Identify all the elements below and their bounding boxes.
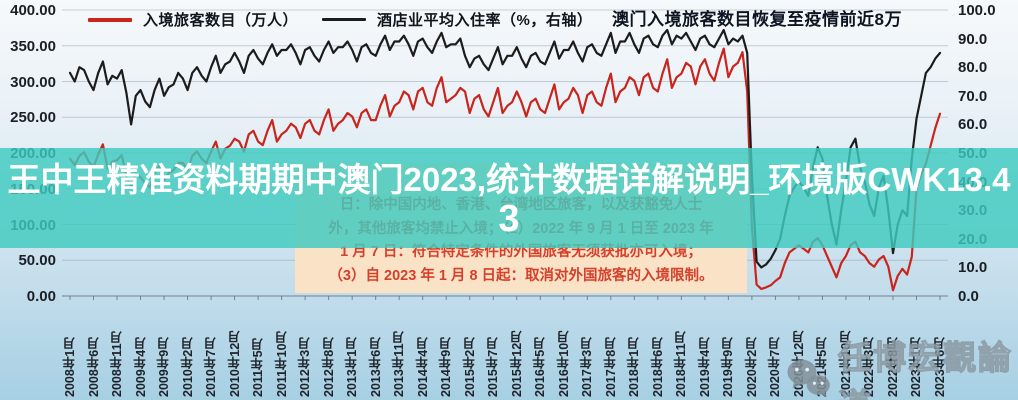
x-axis-tick-label: 2013年11月 <box>391 301 407 397</box>
x-axis-tick-label-text: 2015年2月 <box>462 337 477 397</box>
x-axis-tick-label: 2018年6月 <box>650 301 666 397</box>
x-axis-tick-label-text: 2018年6月 <box>650 337 665 397</box>
x-axis-tick-label: 2008年6月 <box>86 301 102 397</box>
x-axis-tick-label-text: 2020年2月 <box>744 337 759 397</box>
x-axis-tick-label-text: 2013年11月 <box>392 330 407 397</box>
left-axis-tick-label: 0.00 <box>26 288 56 305</box>
x-axis-tick-label: 2008年11月 <box>109 301 125 397</box>
x-axis-tick-label: 2020年7月 <box>767 301 783 397</box>
x-axis-tick-label-text: 2008年11月 <box>110 330 125 397</box>
x-axis-tick-label: 2016年5月 <box>532 301 548 397</box>
x-axis-tick-label: 2009年9月 <box>156 301 172 397</box>
x-axis-tick-label-text: 2015年12月 <box>509 330 524 397</box>
x-axis-tick-label-text: 2013年6月 <box>368 337 383 397</box>
x-axis-tick-label: 2018年1月 <box>626 301 642 397</box>
x-axis-tick-label: 2012年3月 <box>297 301 313 397</box>
x-axis-tick-label: 2017年3月 <box>579 301 595 397</box>
x-axis-tick-label-text: 2014年4月 <box>415 337 430 397</box>
x-axis-tick-label-text: 2008年1月 <box>63 337 77 397</box>
right-axis-tick-label: 0.0 <box>958 288 979 305</box>
x-axis-tick-label-text: 2012年3月 <box>298 337 313 397</box>
left-axis-tick-label: 300.00 <box>10 73 56 91</box>
legend-item-visitors: 入境旅客数目（万人） <box>88 9 298 30</box>
x-axis-tick-label: 2009年4月 <box>133 301 149 397</box>
right-axis-tick-label: 10.0 <box>958 259 988 277</box>
left-axis-tick-label: 250.00 <box>10 109 56 127</box>
x-axis-tick-label-text: 2010年7月 <box>204 337 219 397</box>
x-axis-tick-label: 2017年8月 <box>603 301 619 397</box>
x-axis-tick-label: 2014年9月 <box>438 301 454 397</box>
x-axis-tick-label-text: 2015年7月 <box>486 337 501 397</box>
x-axis-tick-label: 2011年10月 <box>274 301 290 397</box>
right-axis-tick-label: 60.0 <box>958 116 988 134</box>
left-axis-tick-label: 50.00 <box>18 252 56 270</box>
visitors-line-series <box>68 47 942 292</box>
legend: 入境旅客数目（万人） 酒店业平均入住率（%，右轴） <box>88 9 592 30</box>
x-axis-tick-label-text: 2016年10月 <box>556 330 571 397</box>
x-axis-tick-label-text: 2012年8月 <box>321 337 336 397</box>
x-axis-tick-label: 2016年10月 <box>556 301 572 397</box>
x-axis-tick-label-text: 2018年1月 <box>627 337 642 397</box>
logo-watermark: 任博宏觀論道 <box>784 331 1018 400</box>
legend-item-occupancy: 酒店业平均入住率（%，右轴） <box>322 9 592 30</box>
x-axis-tick-label-text: 2009年4月 <box>133 337 148 397</box>
x-axis-tick-label-text: 2014年9月 <box>439 337 454 397</box>
x-axis-tick-label: 2020年2月 <box>744 301 760 397</box>
x-axis-tick-label: 2019年9月 <box>720 301 736 397</box>
watermark-text-line2: 3 <box>498 198 520 240</box>
left-axis-tick-label: 350.00 <box>10 37 56 55</box>
x-axis-tick-label: 2013年6月 <box>368 301 384 397</box>
watermark-text-line1: 王中王精准资料期期中澳门2023,统计数据详解说明_环境版CWK13.4 <box>7 161 1011 198</box>
x-axis-tick-label: 2008年1月 <box>62 301 78 397</box>
watermark-band <box>0 148 1018 248</box>
x-axis-tick-label-text: 2010年2月 <box>180 337 195 397</box>
x-axis-tick-label: 2015年7月 <box>485 301 501 397</box>
chart-title: 澳门入境旅客数目恢复至疫情前近8万 <box>612 10 902 29</box>
left-axis-tick-label: 400.00 <box>10 2 56 19</box>
x-axis-tick-label: 2013年1月 <box>344 301 360 397</box>
right-axis-tick-label: 70.0 <box>958 87 988 105</box>
x-axis-tick-label-text: 2011年10月 <box>274 330 289 397</box>
legend-label-visitors: 入境旅客数目（万人） <box>143 12 299 29</box>
occupancy-line-swatch <box>322 18 367 21</box>
x-axis-tick-label-text: 2013年1月 <box>345 337 360 397</box>
right-axis-tick-label: 100.0 <box>958 2 996 19</box>
x-axis-tick-label-text: 2018年11月 <box>674 330 689 397</box>
legend-label-occupancy: 酒店业平均入住率（%，右轴） <box>377 12 593 29</box>
x-axis-tick-label-text: 2011年5月 <box>251 337 266 397</box>
visitors-line-swatch <box>88 17 132 22</box>
x-axis-tick-label-text: 2020年7月 <box>768 337 783 397</box>
annotation-line: 1 月 7 日：符合特定条件的外国旅客无须获批亦可入境； <box>340 244 702 260</box>
x-axis-tick-label-text: 2008年6月 <box>86 337 101 397</box>
x-axis-tick-label: 2012年8月 <box>321 301 337 397</box>
x-axis-tick-label-text: 2010年12月 <box>227 330 242 397</box>
x-axis-tick-label: 2018年11月 <box>673 301 689 397</box>
logo-watermark-text: 任博宏觀論道 <box>837 338 1013 400</box>
x-axis-tick-label: 2010年12月 <box>227 301 243 397</box>
x-axis-tick-label-text: 2009年9月 <box>157 337 172 397</box>
right-axis-tick-label: 80.0 <box>958 59 988 77</box>
x-axis-tick-label: 2010年2月 <box>180 301 196 397</box>
wechat-icon <box>787 359 830 397</box>
x-axis-tick-label: 2010年7月 <box>203 301 219 397</box>
x-axis-tick-label-text: 2019年9月 <box>721 337 736 397</box>
x-axis-tick-label-text: 2019年4月 <box>697 337 712 397</box>
x-axis-tick-label: 2015年2月 <box>462 301 478 397</box>
x-axis-tick-label: 2014年4月 <box>415 301 431 397</box>
x-axis-tick-label-text: 2016年5月 <box>533 337 548 397</box>
x-axis-tick-label: 2011年5月 <box>250 301 266 397</box>
x-axis-tick-label: 2015年12月 <box>509 301 525 397</box>
annotation-line: （3）自 2023 年 1 月 8 日起：取消对外国旅客的入境限制。 <box>328 267 714 284</box>
x-axis-tick-label-text: 2017年3月 <box>580 337 595 397</box>
x-axis-tick-label-text: 2017年8月 <box>603 337 618 397</box>
x-axis-tick-label: 2019年4月 <box>697 301 713 397</box>
right-axis-tick-label: 90.0 <box>958 30 988 48</box>
